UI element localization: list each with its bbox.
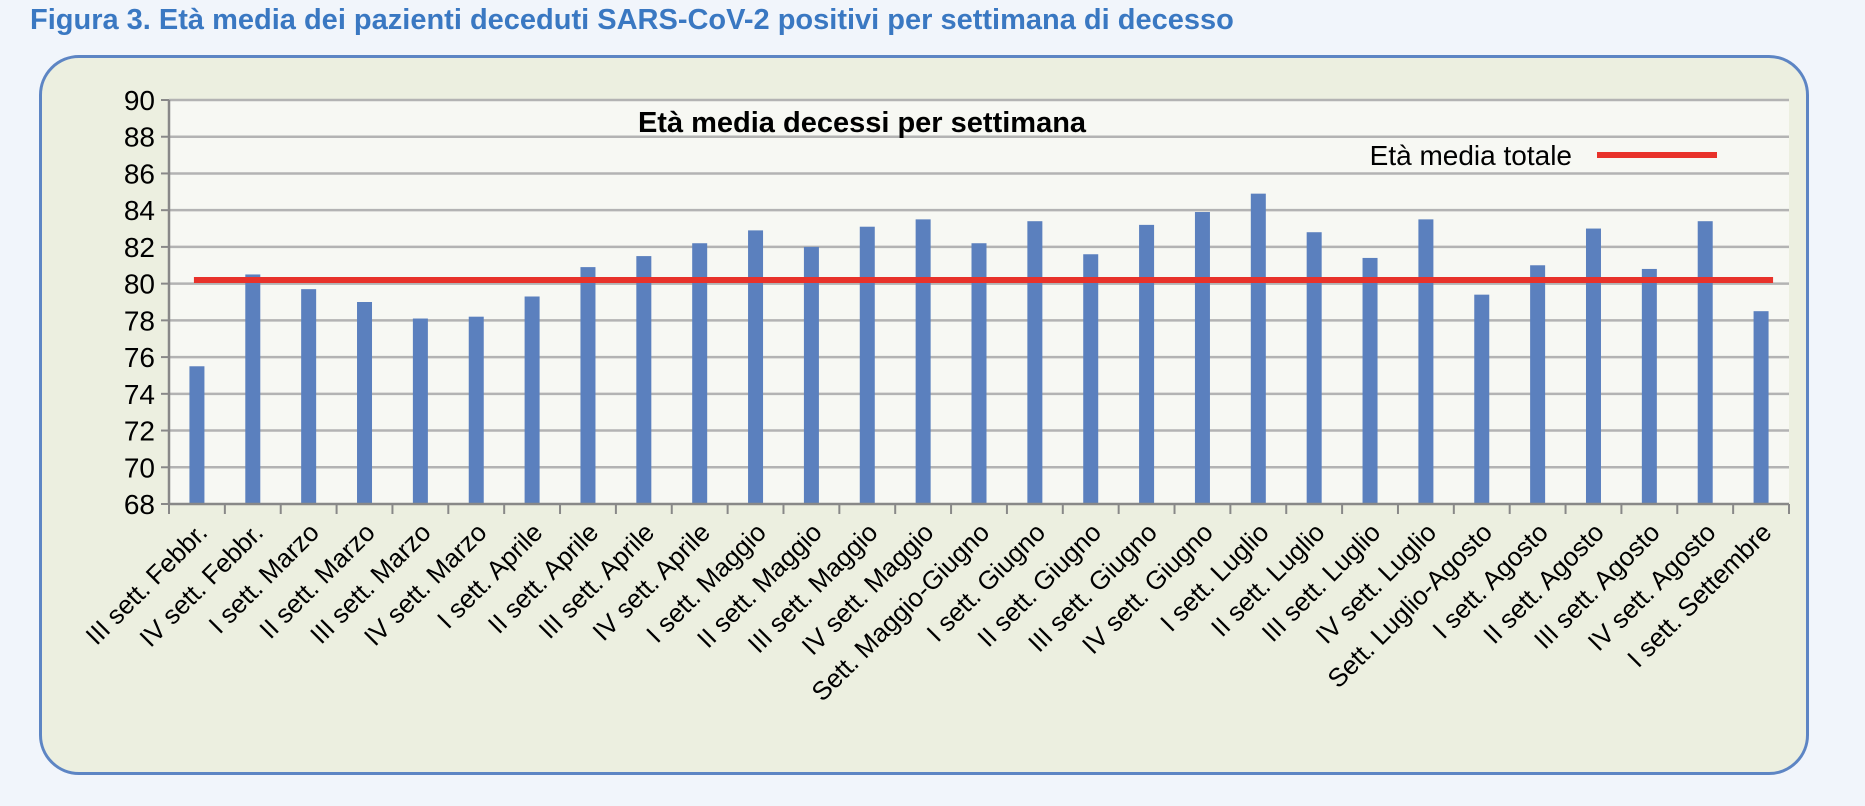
chart-title: Età media decessi per settimana <box>638 107 1087 139</box>
bar <box>357 302 373 504</box>
x-axis-tick-labels: III sett. Febbr.IV sett. Febbr.I sett. M… <box>80 517 1778 707</box>
bar <box>412 318 428 504</box>
figure-caption: Figura 3. Età media dei pazienti decedut… <box>30 4 1234 36</box>
y-tick-label: 88 <box>124 122 155 153</box>
y-tick-label: 80 <box>124 269 155 300</box>
y-tick-label: 90 <box>124 85 155 116</box>
axes <box>161 99 1790 514</box>
y-tick-label: 82 <box>124 232 155 263</box>
y-tick-label: 72 <box>124 416 155 447</box>
bar <box>803 246 819 504</box>
bar <box>1474 294 1490 504</box>
bar <box>1083 254 1099 504</box>
bar <box>189 366 205 504</box>
bar <box>748 230 764 504</box>
bar-chart: 68 70 72 74 76 78 80 82 84 86 88 90 III sett. Febbr… <box>80 85 1790 707</box>
bar <box>580 267 596 504</box>
y-tick-label: 70 <box>124 452 155 483</box>
legend-label: Età media totale <box>1370 140 1572 171</box>
y-tick-label: 68 <box>124 489 155 520</box>
bar <box>1139 224 1155 504</box>
bar <box>1306 232 1322 504</box>
y-tick-label: 86 <box>124 158 155 189</box>
bar <box>301 289 317 504</box>
y-axis-tick-labels: 68 70 72 74 76 78 80 82 84 86 88 90 <box>124 85 155 520</box>
bar <box>915 219 931 504</box>
chart-panel: 68 70 72 74 76 78 80 82 84 86 88 90 III sett. Febbr… <box>39 55 1809 775</box>
y-tick-label: 78 <box>124 305 155 336</box>
bar <box>1418 219 1434 504</box>
bar <box>1194 212 1210 504</box>
bar <box>1027 221 1043 504</box>
bar <box>1250 193 1266 504</box>
y-tick-label: 76 <box>124 342 155 373</box>
bar <box>1697 221 1713 504</box>
bar <box>971 243 987 504</box>
bar <box>1753 311 1769 504</box>
bar <box>468 316 484 504</box>
y-tick-label: 74 <box>124 379 155 410</box>
bar <box>1362 257 1378 504</box>
bar <box>1641 268 1657 504</box>
legend: Età media totale <box>1370 140 1717 171</box>
bar <box>524 296 540 504</box>
bar <box>692 243 708 504</box>
bar <box>1530 265 1546 504</box>
bar <box>1585 228 1601 504</box>
bars <box>189 193 1769 504</box>
bar <box>859 226 875 504</box>
bar <box>245 274 261 504</box>
bar <box>636 256 652 504</box>
y-tick-label: 84 <box>124 195 155 226</box>
